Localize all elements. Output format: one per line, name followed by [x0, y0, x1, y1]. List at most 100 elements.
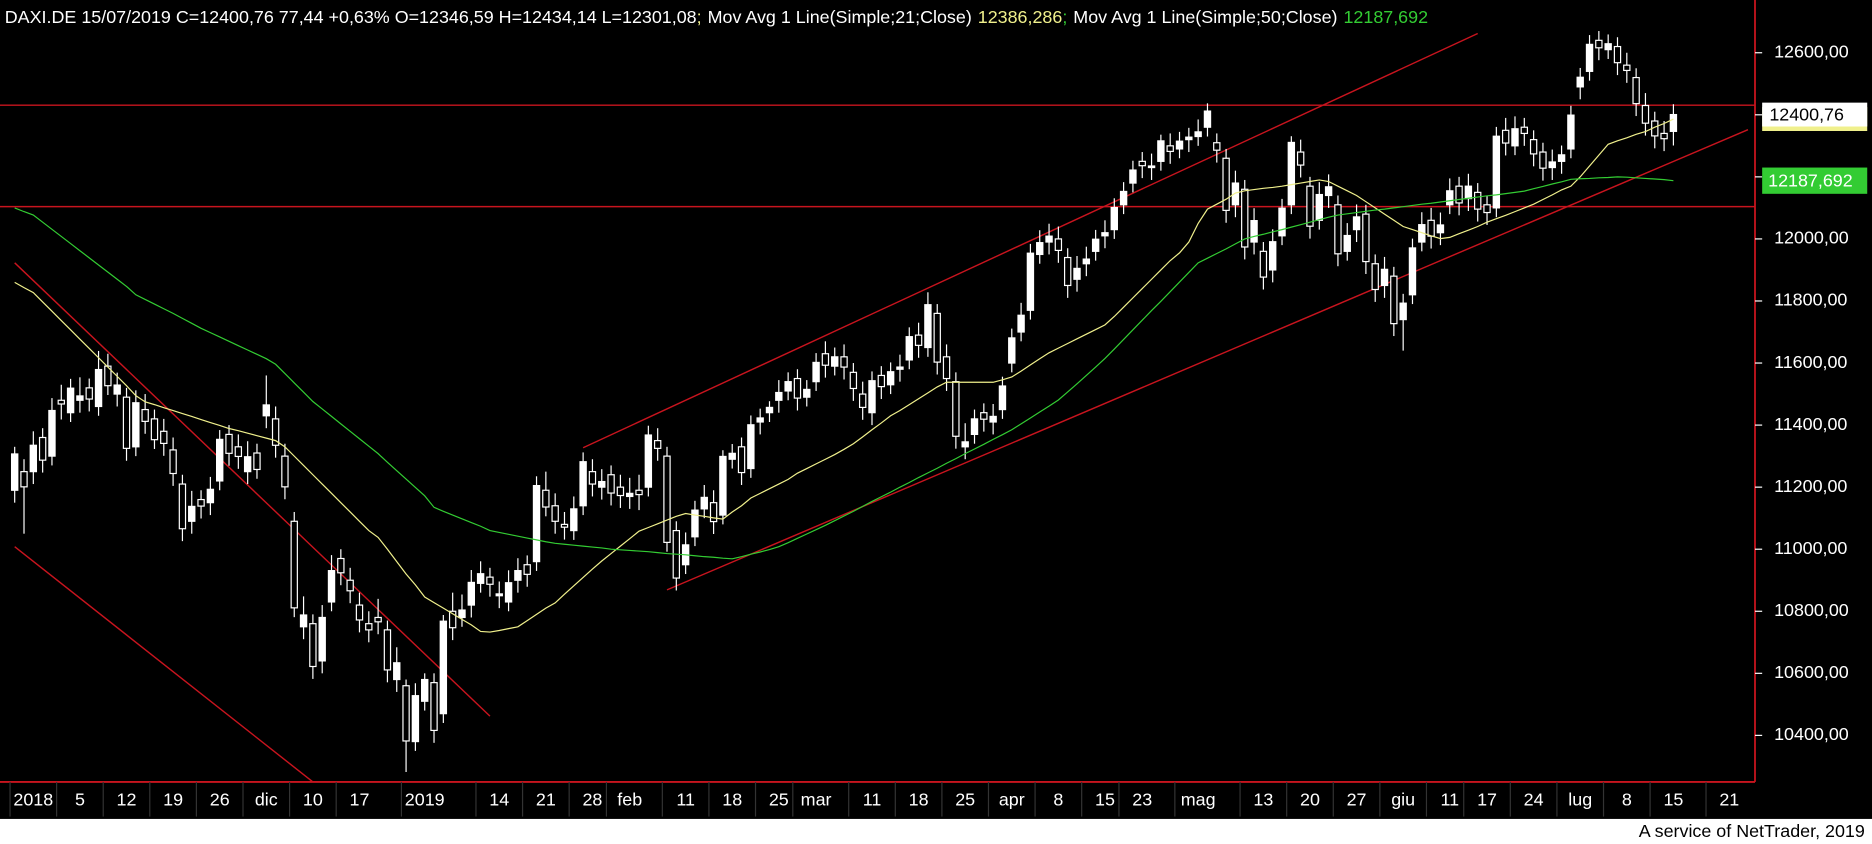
y-tick-label: 11600,00: [1774, 352, 1847, 372]
candle-body: [1175, 140, 1184, 150]
candle-body: [20, 471, 28, 488]
candle-body: [756, 417, 764, 423]
candle-body: [1390, 275, 1398, 325]
x-tick-label: 17: [1477, 790, 1497, 810]
y-tick-label: 11200,00: [1774, 476, 1847, 496]
y-tick-label: 11800,00: [1774, 290, 1847, 310]
moving-average-line: [14, 176, 1674, 560]
candle-body: [318, 616, 326, 662]
x-tick-label: 27: [1347, 790, 1367, 810]
candle-body: [579, 461, 587, 507]
candle-body: [1017, 314, 1025, 333]
candle-body: [765, 406, 774, 414]
candle-body: [206, 488, 215, 504]
candle-body: [849, 371, 858, 390]
x-tick-label: mar: [801, 790, 832, 810]
candle-body: [1203, 110, 1212, 128]
candle-body: [588, 471, 597, 485]
candle-body: [1380, 268, 1389, 287]
candle-body: [644, 434, 653, 488]
candle-body: [728, 452, 736, 460]
y-tick-label: 10600,00: [1774, 662, 1849, 682]
candle-body: [877, 374, 886, 388]
candle-body: [76, 395, 84, 401]
x-tick-label: 28: [582, 790, 602, 810]
candle-body: [132, 402, 140, 448]
candle-body: [1492, 135, 1501, 209]
legend-name: Mov Avg 1 Line(Simple;21;Close): [708, 7, 972, 27]
y-tick-label: 12600,00: [1774, 41, 1849, 61]
candle-body: [514, 570, 522, 581]
x-tick-label: apr: [999, 790, 1025, 810]
candle-body: [1464, 185, 1473, 200]
candle-body: [448, 610, 457, 629]
candle-body: [709, 502, 718, 523]
legend-separator: ;: [1062, 7, 1067, 27]
candle-body: [38, 436, 47, 461]
candle-body: [551, 505, 559, 522]
footer: A service of NetTrader, 2019: [1639, 821, 1865, 841]
candle-body: [1334, 204, 1342, 255]
title: DAXI.DE 15/07/2019 C=12400,76 77,44 +0,6…: [5, 7, 697, 27]
candle-body: [1296, 151, 1305, 166]
candle-body: [1231, 182, 1240, 206]
candle-body: [421, 678, 429, 702]
trend-line: [666, 129, 1749, 591]
candle-body: [1157, 140, 1165, 162]
trend-line: [14, 546, 314, 782]
candle-body: [467, 581, 476, 606]
candle-body: [495, 593, 503, 597]
candle-body: [243, 456, 252, 473]
candle-body: [924, 304, 932, 349]
candle-body: [365, 623, 373, 631]
candle-body: [411, 695, 420, 743]
candle-body: [691, 509, 699, 538]
candle-body: [1250, 220, 1258, 243]
x-tick-label: 11: [676, 790, 695, 810]
candle-body: [141, 408, 149, 422]
x-tick-label: 14: [489, 790, 509, 810]
candle-body: [476, 573, 485, 584]
candle-body: [532, 485, 541, 563]
x-tick-label: 10: [303, 790, 323, 810]
candle-body: [970, 418, 979, 435]
candle-body: [1446, 190, 1454, 206]
candle-body: [1166, 145, 1174, 153]
candle-body: [1138, 160, 1146, 167]
candle-body: [1259, 250, 1268, 278]
x-tick-label: 18: [909, 790, 929, 810]
x-tick-label: 26: [210, 790, 230, 810]
candle-body: [1045, 235, 1053, 243]
candle-body: [150, 418, 159, 441]
candle-body: [1539, 151, 1547, 169]
candle-body: [1036, 242, 1044, 256]
candle-body: [66, 387, 75, 414]
candle-body: [635, 489, 643, 496]
candle-body: [262, 404, 270, 417]
candle-body: [1054, 238, 1063, 251]
candle-body: [737, 446, 746, 474]
candle-body: [113, 384, 121, 395]
x-tick-label: 19: [163, 790, 183, 810]
x-tick-label: 8: [1053, 790, 1063, 810]
x-tick-label: 2019: [405, 790, 445, 810]
candle-body: [1408, 247, 1417, 296]
x-tick-label: 25: [769, 790, 789, 810]
candle-body: [942, 356, 951, 380]
candle-body: [337, 557, 345, 574]
candle-body: [1129, 169, 1137, 184]
x-tick-label: mag: [1181, 790, 1216, 810]
candle-body: [793, 377, 802, 399]
candle-body: [1324, 186, 1333, 197]
ma-tag: [1762, 167, 1868, 194]
candle-body: [281, 455, 289, 488]
candle-body: [178, 483, 187, 530]
candle-body: [1194, 131, 1202, 138]
candle-body: [980, 412, 988, 420]
candle-body: [271, 418, 280, 446]
x-tick-label: dic: [255, 790, 278, 810]
candle-body: [1623, 64, 1631, 72]
candle-body: [1427, 219, 1435, 237]
